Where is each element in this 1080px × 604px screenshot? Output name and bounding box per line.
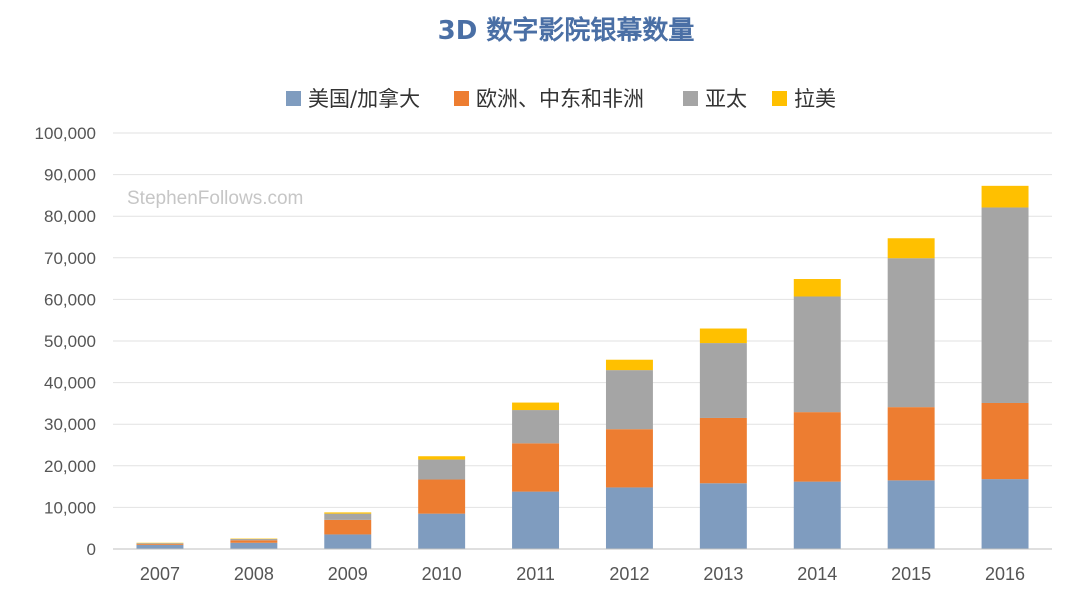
bar-segment-2015-series-0 <box>887 480 935 549</box>
y-tick-label: 70,000 <box>44 249 96 268</box>
bar-segment-2007-series-1 <box>136 544 184 545</box>
bar-segment-2011-series-2 <box>512 410 560 444</box>
bar-segment-2013-series-0 <box>699 483 747 549</box>
gridlines <box>113 132 1052 508</box>
bar-segment-2016-series-0 <box>981 479 1029 549</box>
bar-segment-2009-series-0 <box>324 534 372 549</box>
bar-segment-2016-series-3 <box>981 185 1029 208</box>
x-tick-label: 2009 <box>328 564 368 584</box>
x-tick-label: 2010 <box>422 564 462 584</box>
x-tick-label: 2011 <box>516 564 555 584</box>
legend-swatch <box>454 91 469 106</box>
x-tick-label: 2016 <box>985 564 1025 584</box>
y-tick-label: 50,000 <box>44 332 96 351</box>
y-tick-label: 30,000 <box>44 415 96 434</box>
bar-segment-2013-series-2 <box>699 343 747 418</box>
bar-segment-2008-series-0 <box>230 542 278 549</box>
x-tick-label: 2007 <box>140 564 180 584</box>
x-tick-label: 2014 <box>797 564 837 584</box>
bar-segment-2010-series-2 <box>418 459 466 480</box>
bar-segment-2010-series-0 <box>418 513 466 549</box>
bar-segment-2014-series-0 <box>793 481 841 549</box>
y-tick-label: 90,000 <box>44 166 96 185</box>
legend-swatch <box>683 91 698 106</box>
bar-segment-2009-series-3 <box>324 512 372 514</box>
y-tick-label: 100,000 <box>35 124 96 143</box>
bar-segment-2010-series-3 <box>418 456 466 460</box>
bar-segment-2012-series-0 <box>605 487 653 549</box>
y-tick-label: 40,000 <box>44 374 96 393</box>
bar-segment-2016-series-2 <box>981 207 1029 403</box>
x-tick-label: 2015 <box>891 564 931 584</box>
bar-segment-2012-series-3 <box>605 359 653 371</box>
bar-segment-2012-series-1 <box>605 429 653 488</box>
chart-title: 3D 数字影院银幕数量 <box>438 15 695 46</box>
legend-swatch <box>286 91 301 106</box>
bar-segment-2015-series-3 <box>887 238 935 259</box>
watermark: StephenFollows.com <box>127 188 303 209</box>
bar-segment-2015-series-2 <box>887 258 935 408</box>
x-tick-label: 2013 <box>703 564 743 584</box>
bar-segment-2008-series-2 <box>230 539 278 541</box>
bar-segment-2011-series-3 <box>512 402 560 411</box>
bar-segment-2016-series-1 <box>981 402 1029 480</box>
bar-segment-2015-series-1 <box>887 407 935 481</box>
x-tick-label: 2008 <box>234 564 274 584</box>
y-tick-label: 0 <box>87 540 96 559</box>
bar-segment-2013-series-1 <box>699 417 747 484</box>
bar-segment-2007-series-0 <box>136 544 184 549</box>
bar-segment-2009-series-1 <box>324 519 372 535</box>
x-axis: 2007 2008 2009 2010 2011 2012 2013 2014 2015 2016 <box>140 564 1025 584</box>
bar-segment-2007-series-2 <box>136 543 184 545</box>
bar-segment-2011-series-1 <box>512 443 560 492</box>
y-axis: 0 10,000 20,000 30,000 40,000 50,000 60,000 70,… <box>35 124 96 559</box>
bar-segment-2013-series-3 <box>699 328 747 344</box>
bars <box>136 185 1029 549</box>
legend-label: 欧洲、中东和非洲 <box>476 87 644 111</box>
y-tick-label: 60,000 <box>44 290 96 309</box>
bar-segment-2014-series-2 <box>793 296 841 413</box>
bar-segment-2009-series-2 <box>324 513 372 520</box>
legend-swatch <box>772 91 787 106</box>
bar-segment-2011-series-0 <box>512 491 560 549</box>
y-tick-label: 10,000 <box>44 498 96 517</box>
y-tick-label: 80,000 <box>44 207 96 226</box>
bar-segment-2008-series-1 <box>230 540 278 543</box>
legend-label: 美国/加拿大 <box>308 87 420 111</box>
bar-segment-2014-series-1 <box>793 412 841 482</box>
y-tick-label: 20,000 <box>44 457 96 476</box>
legend: 美国/加拿大 欧洲、中东和非洲 亚太 拉美 <box>286 87 836 111</box>
bar-segment-2012-series-2 <box>605 370 653 430</box>
bar-segment-2010-series-1 <box>418 479 466 514</box>
x-tick-label: 2012 <box>609 564 649 584</box>
legend-label: 拉美 <box>794 87 836 111</box>
legend-label: 亚太 <box>705 87 747 111</box>
bar-segment-2014-series-3 <box>793 279 841 297</box>
